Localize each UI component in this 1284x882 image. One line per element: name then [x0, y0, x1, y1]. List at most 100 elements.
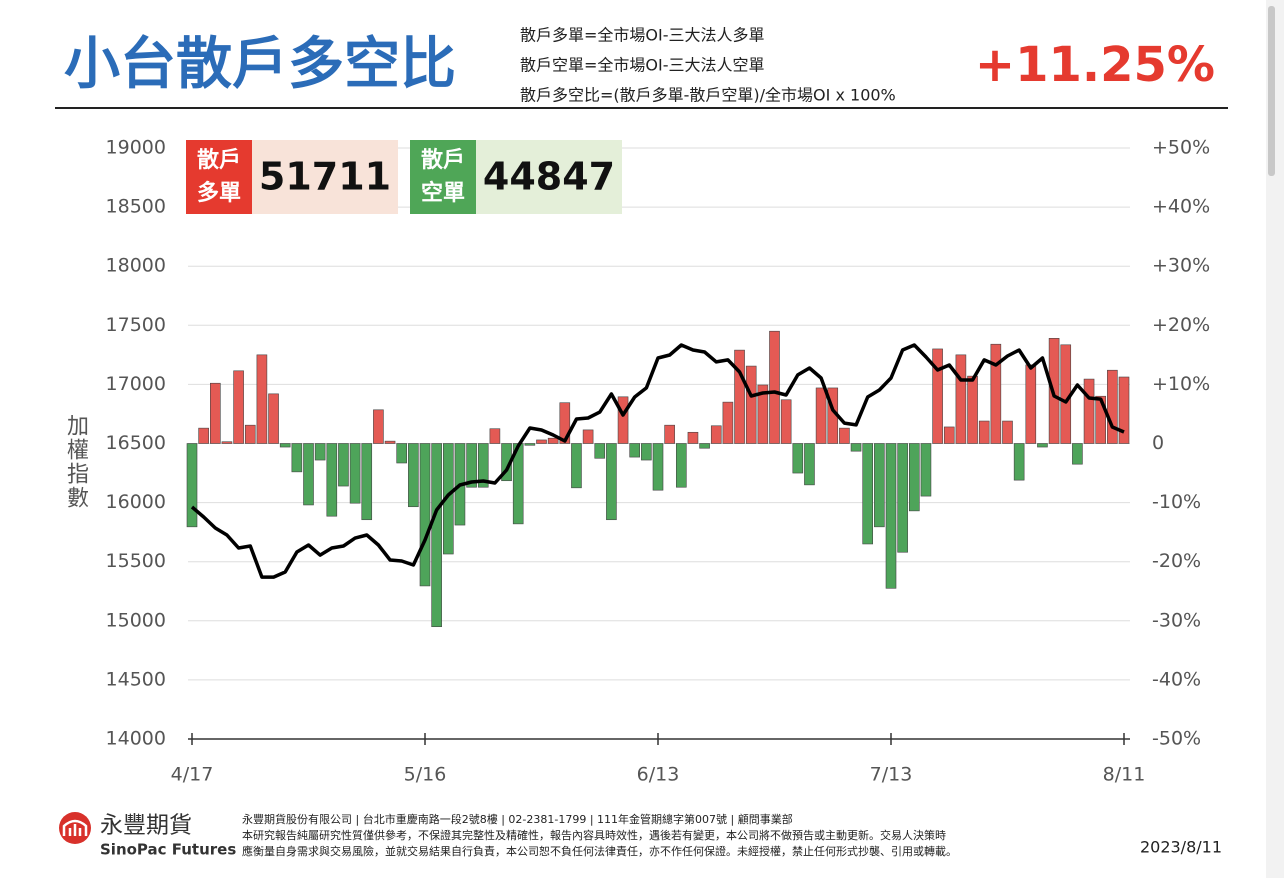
bar	[1083, 378, 1095, 444]
x-tick-label: 5/16	[404, 764, 447, 786]
bar	[244, 424, 256, 444]
bar	[361, 443, 373, 521]
y-tick-label: 15500	[106, 550, 166, 572]
y-tick-label: 19000	[106, 137, 166, 159]
bar	[268, 393, 279, 444]
y-tick-label: 14500	[106, 668, 166, 690]
bar	[1107, 369, 1118, 444]
bar	[198, 427, 209, 444]
y2-tick-label: +20%	[1152, 314, 1210, 336]
company: 永豐期貨	[100, 813, 192, 839]
stat-label: 散戶	[421, 148, 465, 173]
scrollbar-thumb	[1268, 6, 1275, 176]
bar	[466, 443, 477, 488]
stat-value-box	[476, 140, 622, 214]
bar	[256, 354, 268, 444]
date: 2023/8/11	[1140, 838, 1222, 857]
bar	[815, 387, 827, 444]
y-tick-label: 14000	[106, 728, 166, 750]
line	[190, 343, 1125, 579]
bar	[221, 441, 233, 444]
y2-tick-label: +50%	[1152, 137, 1210, 159]
stat-label: 多單	[197, 180, 241, 206]
y-tick-label: 18500	[106, 196, 166, 218]
bar	[1002, 420, 1013, 444]
footer-note: 永豐期貨股份有限公司 | 台北市重慶南路一段2號8樓 | 02-2381-179…	[242, 812, 793, 826]
formula: 散戶多單=全市場OI-三大法人多單	[520, 26, 765, 45]
stat-label: 散戶	[197, 148, 241, 173]
bar	[1013, 443, 1025, 481]
y2-tick-label: +10%	[1152, 373, 1210, 395]
bar	[710, 425, 722, 444]
bar	[675, 443, 687, 488]
bar	[384, 440, 396, 444]
bar	[489, 428, 501, 444]
bar	[396, 443, 408, 464]
bar	[571, 443, 582, 489]
bar	[699, 443, 710, 449]
bar	[1025, 364, 1037, 444]
bar	[536, 439, 547, 444]
headline: +11.25%	[975, 37, 1215, 93]
bar	[897, 443, 908, 553]
bar	[885, 443, 897, 589]
formula: 散戶空單=全市場OI-三大法人空單	[520, 56, 765, 75]
bar	[408, 443, 419, 508]
bar	[943, 426, 955, 444]
bar	[722, 401, 734, 444]
y2-tick-label: -20%	[1152, 550, 1201, 572]
bar	[804, 443, 815, 486]
y-tick-label: 17000	[106, 373, 166, 395]
bar	[1037, 443, 1048, 448]
bar	[524, 443, 536, 446]
bar	[279, 443, 291, 448]
y-tick-label: 18000	[106, 255, 166, 277]
bar	[734, 349, 745, 444]
bar	[1072, 443, 1083, 465]
bar	[652, 443, 664, 491]
bar	[1118, 376, 1130, 444]
bar	[687, 431, 699, 444]
x-tick-label: 4/17	[171, 764, 214, 786]
y2-tick-label: -50%	[1152, 728, 1201, 750]
bar	[850, 443, 862, 452]
bar	[769, 330, 780, 444]
bar	[839, 427, 850, 444]
x-tick-label: 8/11	[1103, 764, 1146, 786]
bar	[291, 443, 303, 473]
bar	[617, 396, 629, 444]
stat-value: 44847	[483, 155, 615, 199]
bar	[641, 443, 652, 461]
bar	[967, 375, 978, 444]
x-tick-label: 6/13	[637, 764, 680, 786]
scrollbar-track	[1266, 0, 1284, 878]
y-tick-label: 15000	[106, 609, 166, 631]
bar	[792, 443, 804, 474]
bar	[990, 343, 1002, 444]
stat-value: 51711	[259, 155, 391, 199]
y2-tick-label: +40%	[1152, 196, 1210, 218]
title: 小台散戶多空比	[64, 32, 456, 97]
footer-note: 應衡量自身需求與交易風險，並就交易結果自行負責，本公司恕不負任何法律責任，亦不作…	[242, 844, 957, 858]
bar	[920, 443, 932, 497]
bar	[757, 384, 769, 444]
company-en: SinoPac Futures	[100, 841, 236, 859]
bar	[582, 429, 594, 444]
bar	[978, 420, 990, 444]
plot: 14000 14500 15000 15500 16000 16500 17000 17500…	[106, 137, 1211, 786]
stat-label: 空單	[421, 180, 465, 206]
stats: 散戶多單 51711 散戶空單 44847	[186, 140, 622, 214]
bar	[477, 443, 489, 488]
bar	[303, 443, 314, 506]
bar	[664, 424, 675, 444]
bar	[874, 443, 885, 528]
footer-note: 本研究報告純屬研究性質僅供參考，不保證其完整性及精確性，報告內容具時效性，遇後若…	[242, 828, 946, 842]
y-axis-label: 加權指數	[63, 414, 89, 510]
y2-tick-label: -40%	[1152, 668, 1201, 690]
stat-value-box	[252, 140, 398, 214]
bar	[314, 443, 326, 461]
y2-tick-label: +30%	[1152, 255, 1210, 277]
bar	[419, 443, 431, 587]
